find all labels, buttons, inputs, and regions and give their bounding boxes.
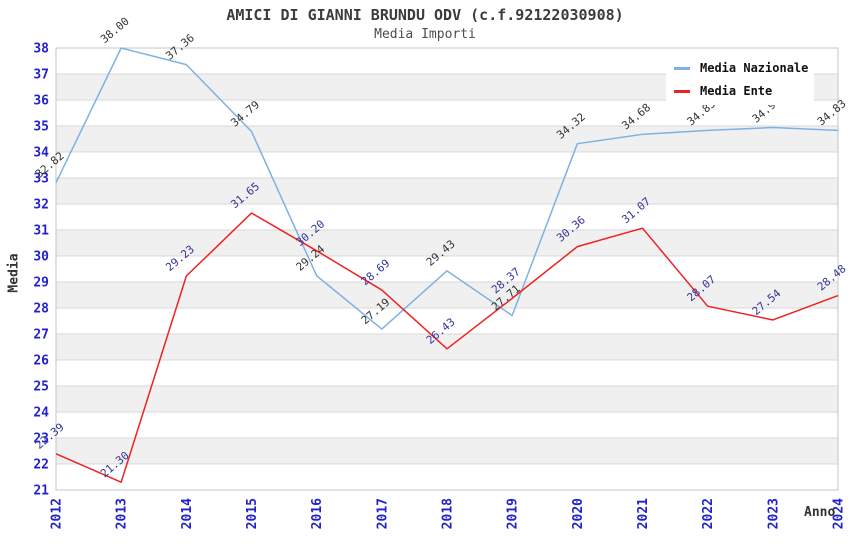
x-tick-label: 2016 xyxy=(310,498,325,529)
chart-subtitle: Media Importi xyxy=(374,27,476,42)
y-tick-label: 24 xyxy=(33,406,49,421)
y-tick-label: 30 xyxy=(33,250,49,265)
y-tick-label: 21 xyxy=(33,484,49,499)
y-tick-label: 32 xyxy=(33,198,49,213)
legend-label-media-nazionale: Media Nazionale xyxy=(700,61,809,75)
x-tick-label: 2014 xyxy=(180,498,195,529)
x-tick-label: 2015 xyxy=(245,498,260,529)
legend-item-media-ente: Media Ente xyxy=(674,84,806,98)
legend-label-media-ente: Media Ente xyxy=(700,84,773,98)
media-ente-line xyxy=(55,212,839,483)
media-nazionale-data-label: 38.00 xyxy=(98,15,132,46)
y-tick-label: 26 xyxy=(33,354,49,369)
media-nazionale-data-label: 37.36 xyxy=(163,31,197,62)
y-axis-title: Media xyxy=(6,253,22,293)
grid-band xyxy=(56,334,838,360)
y-tick-label: 38 xyxy=(33,42,49,57)
y-tick-label: 31 xyxy=(33,224,49,239)
x-tick-label: 2012 xyxy=(50,498,65,529)
x-tick-label: 2013 xyxy=(115,498,130,529)
x-tick-label: 2019 xyxy=(506,498,521,529)
y-tick-label: 28 xyxy=(33,302,49,317)
chart-title: AMICI DI GIANNI BRUNDU ODV (c.f.92122030… xyxy=(226,6,624,24)
grid-band xyxy=(56,386,838,412)
media-nazionale-data-label: 34.83 xyxy=(815,97,849,128)
legend-item-media-nazionale: Media Nazionale xyxy=(674,61,809,75)
x-tick-label: 2020 xyxy=(571,498,586,529)
media-nazionale-line xyxy=(55,47,839,330)
media-nazionale-line-swatch xyxy=(674,66,690,70)
x-axis-title: Anno xyxy=(804,505,836,520)
plot-frame xyxy=(55,47,839,491)
x-tick-label: 2024 xyxy=(832,498,847,529)
y-tick-label: 27 xyxy=(33,328,49,343)
x-tick-label: 2022 xyxy=(701,498,716,529)
x-tick-label: 2021 xyxy=(636,498,651,529)
y-tick-label: 37 xyxy=(33,68,49,83)
grid-band xyxy=(56,178,838,204)
x-tick-label: 2017 xyxy=(375,498,390,529)
y-tick-label: 29 xyxy=(33,276,49,291)
x-tick-label: 2018 xyxy=(441,498,456,529)
grid-band xyxy=(56,438,838,464)
y-tick-label: 36 xyxy=(33,94,49,109)
y-tick-label: 23 xyxy=(33,432,49,447)
y-tick-label: 33 xyxy=(33,172,49,187)
legend: Media Nazionale Media Ente xyxy=(666,54,814,105)
y-tick-label: 35 xyxy=(33,120,49,135)
y-tick-label: 34 xyxy=(33,146,49,161)
y-tick-label: 25 xyxy=(33,380,49,395)
y-tick-label: 22 xyxy=(33,458,49,473)
x-tick-label: 2023 xyxy=(766,498,781,529)
grid-band xyxy=(56,230,838,256)
grid-band xyxy=(56,282,838,308)
media-ente-line-swatch xyxy=(674,89,690,93)
